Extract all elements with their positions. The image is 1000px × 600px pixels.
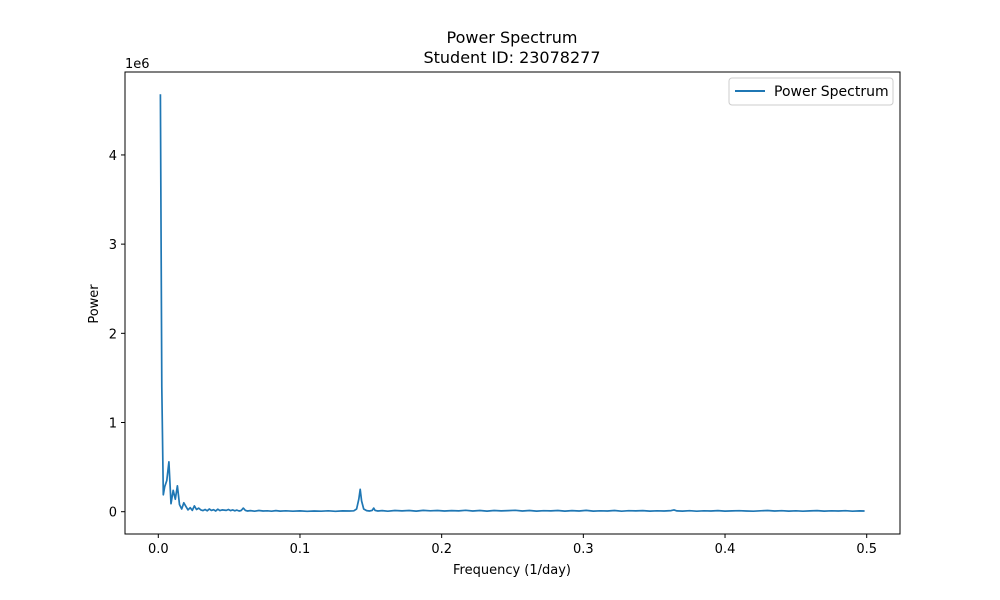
y-tick-label: 0	[109, 506, 117, 521]
y-tick-label: 1	[109, 417, 117, 432]
plot-area	[125, 72, 900, 534]
x-tick-label: 0.3	[573, 542, 594, 557]
y-offset-label: 1e6	[125, 57, 150, 72]
x-tick-label: 0.1	[290, 542, 311, 557]
x-tick-label: 0.5	[856, 542, 877, 557]
chart-subtitle: Student ID: 23078277	[423, 48, 600, 67]
x-tick-label: 0.0	[148, 542, 169, 557]
legend-box	[728, 77, 894, 106]
x-axis-label: Frequency (1/day)	[453, 563, 571, 578]
axes-frame	[124, 71, 901, 535]
y-axis-ticks: 0 1 2 3 4	[109, 149, 125, 521]
legend: Power Spectrum	[728, 77, 894, 106]
chart-title: Power Spectrum	[447, 28, 578, 47]
x-tick-label: 0.2	[431, 542, 452, 557]
y-tick-label: 4	[109, 149, 117, 164]
x-tick-label: 0.4	[715, 542, 736, 557]
y-tick-label: 2	[109, 327, 117, 342]
x-axis-ticks: 0.0 0.1 0.2 0.3 0.4 0.5	[148, 534, 877, 557]
series-line-0	[159, 94, 865, 513]
y-tick-label: 3	[109, 238, 117, 253]
legend-label-power-spectrum: Power Spectrum	[774, 84, 889, 100]
y-axis-label: Power	[87, 284, 102, 324]
series-layer	[159, 94, 865, 513]
